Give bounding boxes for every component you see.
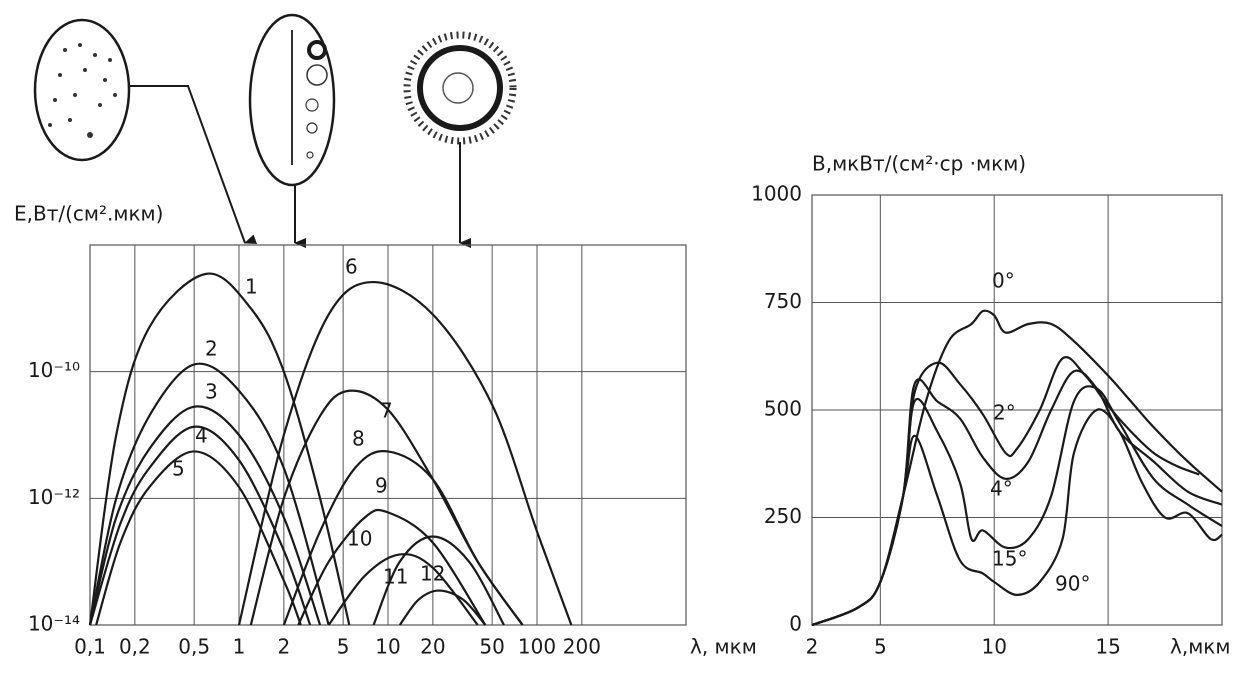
curve-label: 3 (205, 380, 218, 404)
organism-part (305, 98, 319, 112)
curve-label: 7 (380, 399, 393, 423)
curve (88, 362, 330, 626)
curve (811, 369, 1223, 627)
y-axis-title: B,мкВт/(см²·ср ·мкм) (812, 152, 1026, 176)
y-tick-label: 250 (764, 504, 802, 528)
x-tick-label: 50 (479, 635, 504, 659)
y-tick-label: 0 (789, 612, 802, 636)
curve-label: 4° (990, 477, 1013, 501)
curve (297, 508, 487, 626)
arrow (130, 85, 258, 244)
curve-label: 15° (992, 547, 1027, 571)
organism-part (306, 151, 314, 159)
illustrations (33, 13, 517, 248)
curve (88, 272, 351, 626)
curve (282, 449, 524, 626)
curve-label: 4 (195, 424, 208, 448)
curve (88, 425, 312, 626)
curve (811, 408, 1223, 627)
x-tick-label: 100 (518, 635, 556, 659)
organism-part (306, 122, 318, 134)
x-tick-label: 200 (563, 635, 601, 659)
x-tick-label: 10 (375, 635, 400, 659)
x-tick-label: 0,2 (119, 635, 151, 659)
x-tick-label: 5 (874, 635, 887, 659)
curve-label: 1 (245, 275, 258, 299)
y-tick-label: 500 (764, 397, 802, 421)
x-tick-label: 10 (981, 635, 1006, 659)
y-tick-label: 1000 (751, 182, 802, 206)
curve-label: 0° (992, 269, 1015, 293)
y-axis-title: E,Вт/(см².мкм) (14, 202, 163, 226)
egg-illustration (417, 45, 503, 131)
organism-part (307, 40, 327, 60)
x-tick-label: 2 (277, 635, 290, 659)
curve-label: 10 (347, 527, 372, 551)
y-tick-label: 10⁻¹⁴ (28, 612, 80, 636)
curve (811, 385, 1223, 627)
x-tick-label: 2 (806, 635, 819, 659)
spectrum-chart: 0,1 0,2 0,5 1 2 5 10 20 50 100 20010⁻¹⁴10⁻¹²10⁻¹⁰E… (14, 202, 757, 659)
curve (327, 553, 479, 626)
curve (88, 405, 322, 626)
x-axis-title: λ,мкм (1170, 635, 1230, 659)
curve (398, 589, 487, 626)
x-tick-label: 0,1 (74, 635, 106, 659)
egg-nucleus (442, 72, 474, 104)
x-tick-label: 15 (1095, 635, 1120, 659)
curve (372, 535, 505, 626)
curve-label: 2° (993, 401, 1016, 425)
curve-label: 9 (375, 474, 388, 498)
curve-label: 8 (352, 427, 365, 451)
curve-label: 6 (345, 255, 358, 279)
curve (237, 280, 573, 626)
x-tick-label: 5 (337, 635, 350, 659)
egg-corona (403, 31, 517, 145)
x-tick-label: 0,5 (178, 635, 210, 659)
curve-label: 90° (1055, 572, 1090, 596)
curve (95, 450, 302, 626)
curve-label: 2 (205, 337, 218, 361)
y-tick-label: 750 (764, 289, 802, 313)
curve-label: 11 (383, 565, 408, 589)
x-tick-label: 1 (233, 635, 246, 659)
y-tick-label: 10⁻¹² (28, 485, 80, 509)
cell-illustration (33, 18, 131, 162)
curve-label: 5 (172, 457, 185, 481)
curve-label: 12 (420, 562, 445, 586)
x-tick-label: 20 (420, 635, 445, 659)
y-tick-label: 10⁻¹⁰ (28, 358, 80, 382)
organism-part (306, 64, 328, 86)
radiance-chart: 2 5 10 15 0 250 500 750 1000 B,мкВт/(см²·ср ·мкм)… (751, 152, 1230, 659)
chromosomes (48, 43, 117, 138)
x-axis-title: λ, мкм (690, 635, 757, 659)
